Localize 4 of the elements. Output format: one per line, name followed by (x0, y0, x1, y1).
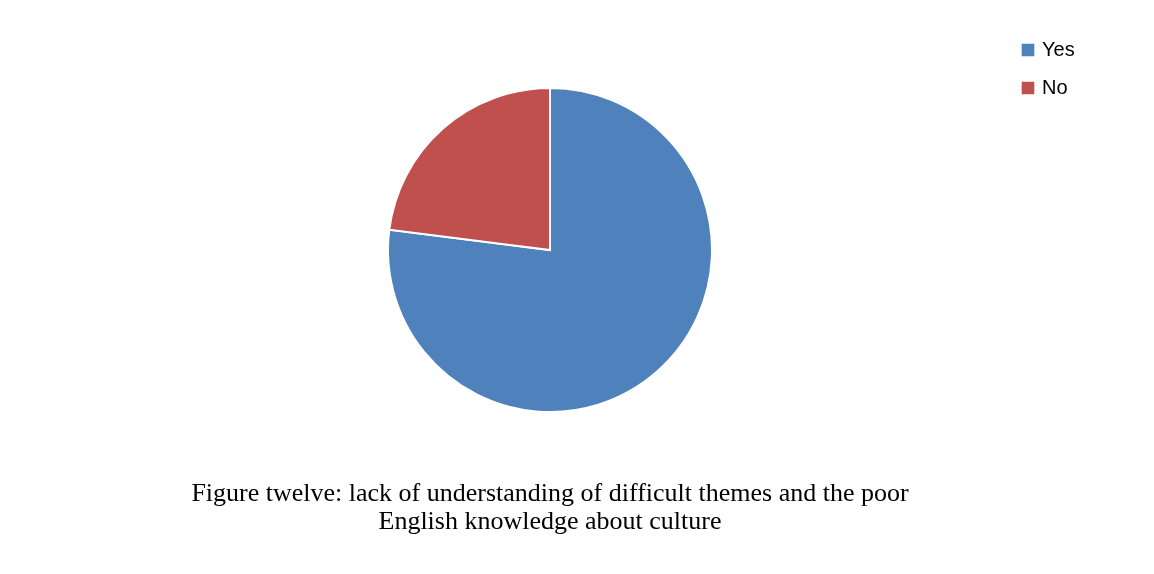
legend-label: No (1042, 76, 1068, 98)
text: Figure twelve: lack of understanding of difficult themes and the poor English knowledge about culture (191, 478, 909, 535)
legend-label: Yes (1042, 38, 1075, 60)
pie-slice (387, 87, 713, 413)
